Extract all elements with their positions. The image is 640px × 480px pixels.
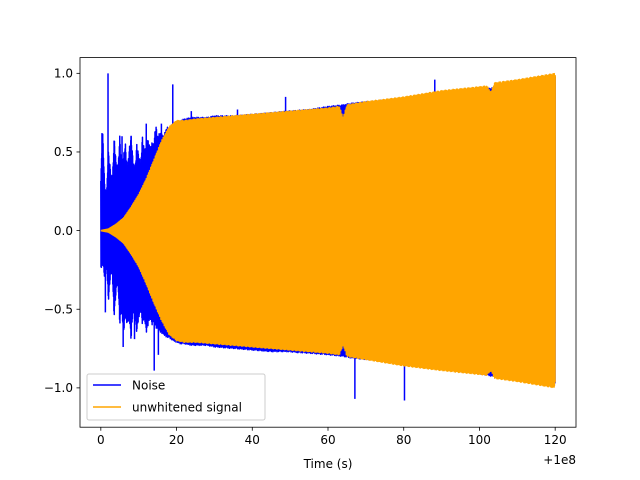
y-tick-label: 0.0 — [54, 224, 73, 238]
plot-area — [100, 72, 556, 401]
legend: Noise unwhitened signal — [86, 373, 266, 421]
legend-label-noise: Noise — [132, 379, 165, 393]
x-axis: 0 20 40 60 80 100 120 — [97, 427, 567, 447]
x-tick-label: 100 — [468, 433, 491, 447]
x-tick-label: 40 — [245, 433, 260, 447]
x-tick-label: 80 — [396, 433, 411, 447]
x-tick-label: 20 — [169, 433, 184, 447]
x-axis-label: Time (s) — [303, 457, 353, 471]
unwhitened-signal-series — [100, 72, 556, 389]
series-line — [100, 72, 556, 389]
x-tick-label: 0 — [97, 433, 105, 447]
x-tick-label: 120 — [544, 433, 567, 447]
y-axis: −1.0 −0.5 0.0 0.5 1.0 — [44, 67, 80, 395]
x-tick-label: 60 — [320, 433, 335, 447]
y-tick-label: −0.5 — [44, 302, 73, 316]
y-tick-label: 0.5 — [54, 145, 73, 159]
x-offset-label: +1e8 — [543, 453, 576, 467]
y-tick-label: −1.0 — [44, 381, 73, 395]
y-tick-label: 1.0 — [54, 67, 73, 81]
legend-frame — [86, 373, 266, 421]
legend-label-unwhitened-signal: unwhitened signal — [132, 401, 242, 415]
